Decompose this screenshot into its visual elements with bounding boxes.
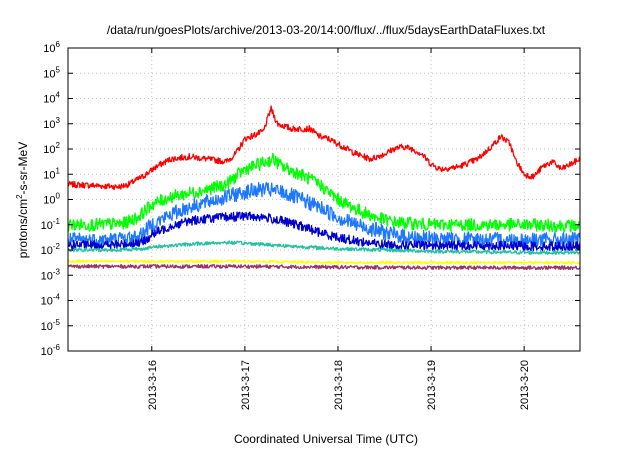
- x-tick-label: 2013-3-17: [240, 360, 252, 410]
- series-line-1: [68, 105, 580, 191]
- y-tick-label: 100: [43, 192, 60, 207]
- y-tick-label: 10-5: [41, 318, 61, 333]
- series-line-4: [68, 211, 580, 252]
- y-tick-label: 103: [43, 116, 60, 131]
- y-tick-label: 10-3: [41, 267, 61, 282]
- x-tick-label: 2013-3-20: [519, 360, 531, 410]
- x-tick-label: 2013-3-18: [333, 360, 345, 410]
- series-group: [68, 105, 580, 271]
- x-tick-label: 2013-3-19: [426, 360, 438, 410]
- series-line-6: [68, 259, 580, 265]
- y-axis-label: protons/cm2-s-sr-MeV: [15, 142, 30, 258]
- y-tick-label: 104: [43, 91, 60, 106]
- y-tick-label: 10-4: [41, 293, 61, 308]
- x-tick-label: 2013-3-16: [147, 360, 159, 410]
- grid: [68, 48, 580, 351]
- series-line-5: [68, 240, 580, 255]
- y-tick-label: 101: [43, 166, 60, 181]
- x-axis-label: Coordinated Universal Time (UTC): [234, 432, 418, 446]
- series-line-7: [68, 263, 580, 271]
- y-tick-label: 10-2: [41, 242, 61, 257]
- y-tick-label: 102: [43, 141, 60, 156]
- chart-title: /data/run/goesPlots/archive/2013-03-20/1…: [107, 23, 546, 37]
- y-tick-label: 10-6: [41, 343, 61, 358]
- y-tick-label: 10-1: [41, 217, 61, 232]
- series-line-3: [68, 181, 580, 249]
- y-tick-label: 105: [43, 65, 60, 80]
- tick-group: 10-6 10-5 10-4 10-3 10-2 10-1 100 101 102 103 104 1…: [41, 40, 580, 410]
- series-line-2: [68, 152, 580, 233]
- y-tick-label: 106: [43, 40, 60, 55]
